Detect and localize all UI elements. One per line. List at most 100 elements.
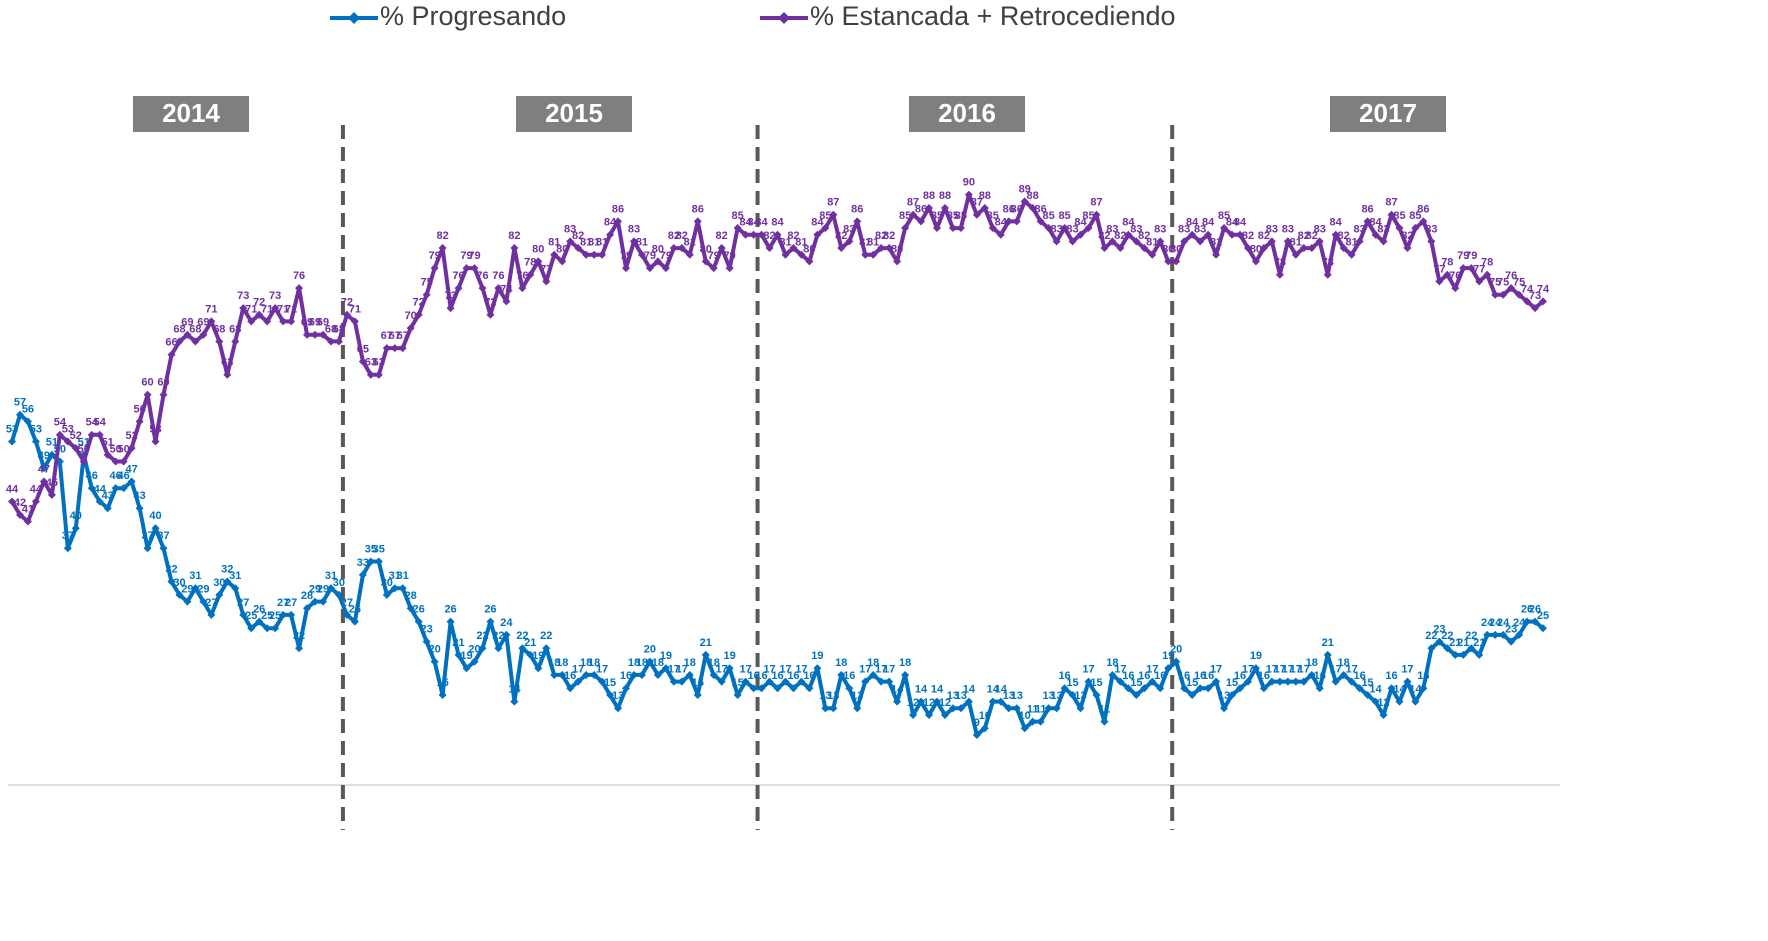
- point-marker: [231, 584, 240, 593]
- point-marker: [334, 590, 343, 599]
- point-marker: [279, 317, 288, 326]
- point-marker: [494, 284, 503, 293]
- point-marker: [342, 310, 351, 319]
- value-label: 79: [708, 250, 720, 262]
- value-label: 43: [133, 490, 145, 502]
- point-marker: [1403, 244, 1412, 253]
- value-label: 17: [795, 664, 807, 676]
- year-box: [133, 96, 249, 132]
- point-marker: [629, 237, 638, 246]
- value-label: 47: [38, 463, 50, 475]
- point-marker: [574, 677, 583, 686]
- point-marker: [1411, 697, 1420, 706]
- point-marker: [1108, 237, 1117, 246]
- point-marker: [1235, 684, 1244, 693]
- value-label: 11: [1027, 704, 1039, 716]
- point-marker: [629, 670, 638, 679]
- value-label: 84: [755, 217, 768, 229]
- point-marker: [199, 597, 208, 606]
- point-marker: [1180, 237, 1189, 246]
- point-marker: [813, 230, 822, 239]
- value-label: 46: [86, 470, 98, 482]
- point-marker: [893, 257, 902, 266]
- value-label: 71: [285, 303, 297, 315]
- point-marker: [669, 244, 678, 253]
- value-label: 87: [971, 197, 983, 209]
- point-marker: [741, 677, 750, 686]
- point-marker: [326, 584, 335, 593]
- point-marker: [948, 704, 957, 713]
- value-label: 60: [157, 377, 169, 389]
- point-marker: [1475, 650, 1484, 659]
- point-marker: [582, 250, 591, 259]
- point-marker: [510, 697, 519, 706]
- value-label: 16: [755, 670, 767, 682]
- value-label: 79: [468, 250, 480, 262]
- value-label: 22: [540, 630, 552, 642]
- value-label: 29: [181, 583, 193, 595]
- point-marker: [1427, 237, 1436, 246]
- point-marker: [1196, 684, 1205, 693]
- point-marker: [1251, 664, 1260, 673]
- point-marker: [829, 704, 838, 713]
- point-marker: [95, 430, 104, 439]
- value-label: 83: [1266, 223, 1278, 235]
- point-marker: [462, 664, 471, 673]
- point-marker: [183, 330, 192, 339]
- value-label: 68: [189, 323, 201, 335]
- point-marker: [47, 490, 56, 499]
- point-marker: [1491, 290, 1500, 299]
- point-marker: [1212, 677, 1221, 686]
- value-label: 14: [1393, 684, 1406, 696]
- point-marker: [574, 244, 583, 253]
- point-marker: [1036, 717, 1045, 726]
- value-label: 29: [309, 583, 321, 595]
- value-label: 81: [684, 237, 696, 249]
- point-marker: [350, 317, 359, 326]
- value-label: 51: [102, 437, 114, 449]
- point-marker: [207, 317, 216, 326]
- point-marker: [1283, 237, 1292, 246]
- value-label: 86: [1003, 203, 1015, 215]
- point-marker: [853, 217, 862, 226]
- value-label: 81: [795, 237, 807, 249]
- point-marker: [454, 284, 463, 293]
- value-label: 18: [1306, 657, 1318, 669]
- point-marker: [175, 590, 184, 599]
- point-marker: [1020, 197, 1029, 206]
- point-marker: [31, 437, 40, 446]
- value-label: 24: [1497, 617, 1510, 629]
- point-marker: [645, 264, 654, 273]
- point-marker: [183, 597, 192, 606]
- point-marker: [550, 670, 559, 679]
- point-marker: [255, 617, 264, 626]
- value-label: 30: [381, 577, 393, 589]
- point-marker: [446, 304, 455, 313]
- point-marker: [1060, 224, 1069, 233]
- value-label: 86: [851, 203, 863, 215]
- value-label: 18: [835, 657, 847, 669]
- point-marker: [167, 577, 176, 586]
- point-marker: [972, 730, 981, 739]
- point-marker: [1371, 230, 1380, 239]
- point-marker: [1124, 684, 1133, 693]
- point-marker: [805, 257, 814, 266]
- point-marker: [263, 624, 272, 633]
- value-label: 87: [907, 197, 919, 209]
- value-label: 76: [1505, 270, 1517, 282]
- point-marker: [1515, 290, 1524, 299]
- value-label: 19: [1250, 650, 1262, 662]
- value-label: 19: [811, 650, 823, 662]
- point-marker: [653, 257, 662, 266]
- value-label: 82: [668, 230, 680, 242]
- point-marker: [1132, 690, 1141, 699]
- point-marker: [239, 304, 248, 313]
- point-marker: [1483, 630, 1492, 639]
- point-marker: [1148, 250, 1157, 259]
- value-label: 18: [548, 657, 560, 669]
- value-label: 56: [22, 403, 34, 415]
- point-marker: [590, 250, 599, 259]
- value-label: 17: [779, 664, 791, 676]
- value-label: 84: [747, 217, 760, 229]
- value-label: 86: [1361, 203, 1373, 215]
